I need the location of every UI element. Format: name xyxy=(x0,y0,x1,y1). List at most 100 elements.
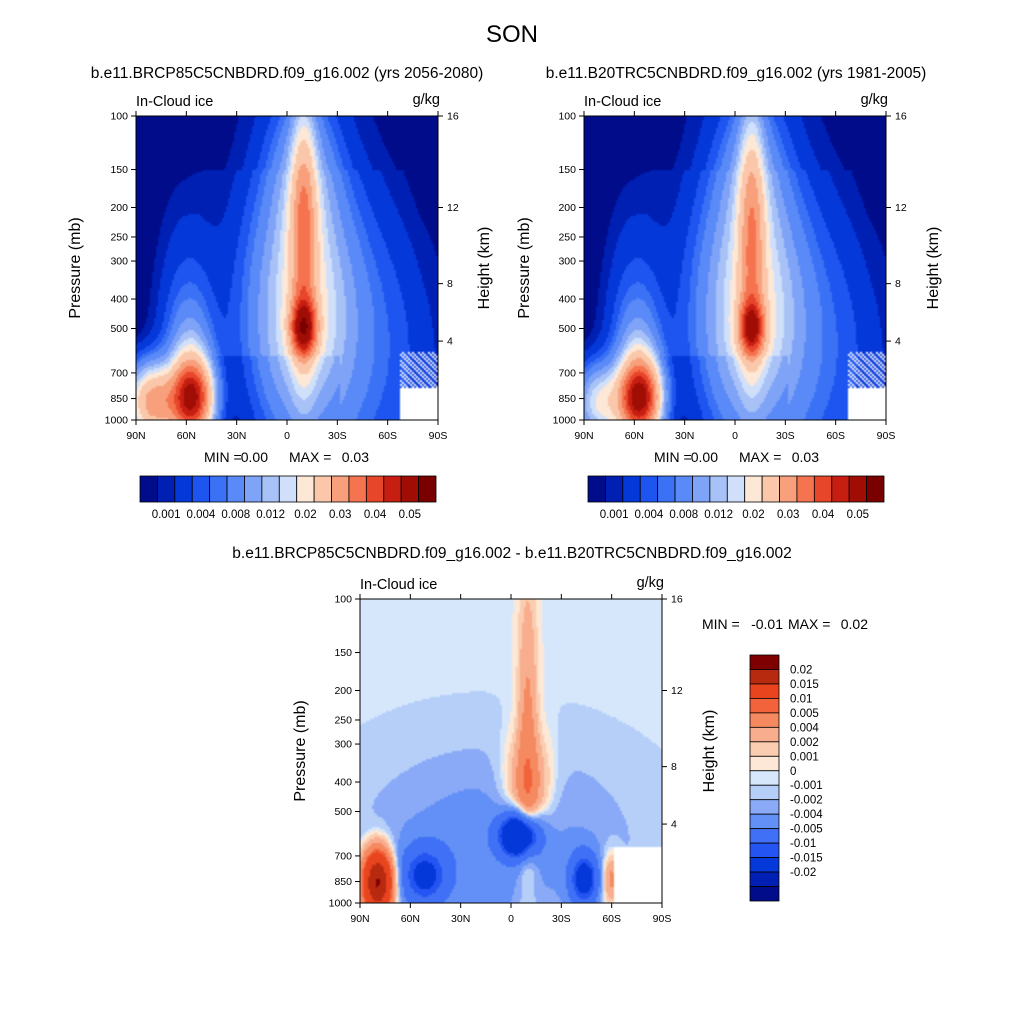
right-tick-label: 12 xyxy=(895,202,907,214)
colorbar-swatch xyxy=(313,475,332,503)
panel-title: b.e11.BRCP85C5CNBDRD.f09_g16.002 (yrs 20… xyxy=(91,65,484,82)
colorbar-label: 0.004 xyxy=(187,509,216,521)
colorbar-label: 0.012 xyxy=(256,509,285,521)
colorbar-label: 0.02 xyxy=(742,509,764,521)
colorbar-swatch xyxy=(226,475,245,503)
colorbar-label: 0.03 xyxy=(777,509,799,521)
colorbar-swatch xyxy=(261,475,280,503)
right-tick-label: 8 xyxy=(671,761,677,773)
colorbar-label: 0.001 xyxy=(600,509,629,521)
colorbar-label: 0.004 xyxy=(790,722,819,734)
colorbar-swatch xyxy=(296,475,315,503)
x-tick-label: 60S xyxy=(602,913,621,925)
colorbar-swatch xyxy=(796,475,815,503)
y-tick-label: 150 xyxy=(558,164,576,176)
colorbar-swatch xyxy=(657,475,676,503)
colorbar-swatch xyxy=(749,712,780,728)
x-tick-label: 60S xyxy=(826,430,845,442)
colorbar-swatch xyxy=(749,770,780,786)
y-tick-label: 700 xyxy=(558,367,576,379)
y-axis-label-right: Height (km) xyxy=(476,227,493,310)
x-tick-label: 0 xyxy=(508,913,514,925)
colorbar-swatch xyxy=(587,475,606,503)
max-value: 0.02 xyxy=(841,616,868,632)
y-tick-label: 300 xyxy=(334,739,352,751)
colorbar-label: 0.004 xyxy=(635,509,664,521)
right-tick-label: 4 xyxy=(671,819,677,831)
colorbar-label: 0.008 xyxy=(669,509,698,521)
colorbar-swatch xyxy=(749,857,780,873)
right-tick-label: 16 xyxy=(671,594,683,606)
colorbar-swatch xyxy=(749,886,780,902)
colorbar-label: 0 xyxy=(790,766,796,778)
x-tick-label: 90N xyxy=(574,430,593,442)
y-tick-label: 150 xyxy=(110,164,128,176)
colorbar-label: -0.015 xyxy=(790,853,823,865)
colorbar-swatch xyxy=(749,828,780,844)
y-tick-label: 150 xyxy=(334,647,352,659)
y-tick-label: 1000 xyxy=(329,898,353,910)
max-label: MAX = xyxy=(788,616,830,632)
colorbar-swatch xyxy=(605,475,624,503)
min-label: MIN = xyxy=(204,449,242,465)
x-tick-label: 60N xyxy=(401,913,420,925)
colorbar-swatch xyxy=(749,799,780,815)
colorbar-swatch xyxy=(749,784,780,801)
panel-difference: b.e11.BRCP85C5CNBDRD.f09_g16.002 - b.e11… xyxy=(232,545,868,925)
colorbar-swatch xyxy=(709,475,728,503)
colorbar-label: 0.03 xyxy=(329,509,351,521)
y-tick-label: 400 xyxy=(334,777,352,789)
variable-label: In-Cloud ice xyxy=(360,577,437,593)
colorbar-label: 0.02 xyxy=(790,664,812,676)
colorbar-label: 0.05 xyxy=(847,509,869,521)
panel-title: b.e11.BRCP85C5CNBDRD.f09_g16.002 - b.e11… xyxy=(232,545,791,562)
contour-field xyxy=(136,116,438,420)
y-tick-label: 850 xyxy=(110,393,128,405)
colorbar-label: -0.01 xyxy=(790,838,816,850)
max-label: MAX = xyxy=(739,449,781,465)
x-tick-label: 60N xyxy=(625,430,644,442)
y-tick-label: 850 xyxy=(558,393,576,405)
colorbar-label: 0.05 xyxy=(399,509,421,521)
x-tick-label: 60N xyxy=(177,430,196,442)
right-tick-label: 16 xyxy=(895,111,907,123)
right-tick-label: 4 xyxy=(447,336,453,348)
colorbar-swatch xyxy=(400,475,419,503)
y-tick-label: 250 xyxy=(334,714,352,726)
min-value: -0.01 xyxy=(751,616,783,632)
y-tick-label: 700 xyxy=(110,367,128,379)
y-tick-label: 100 xyxy=(558,111,576,123)
variable-label: In-Cloud ice xyxy=(584,94,661,110)
min-label: MIN = xyxy=(654,449,692,465)
colorbar-label: 0.012 xyxy=(704,509,733,521)
colorbar-swatch xyxy=(139,475,158,503)
colorbar-label: 0.005 xyxy=(790,708,819,720)
colorbar-swatch xyxy=(174,475,193,503)
colorbar: 0.02 0.015 0.01 0.005 0.004 0.002 0.001 0 -0.001… xyxy=(749,654,823,902)
colorbar-label: 0.001 xyxy=(790,751,819,763)
colorbar-label: 0.01 xyxy=(790,693,812,705)
contour-field xyxy=(360,599,662,903)
colorbar-swatch xyxy=(744,475,763,503)
units-label: g/kg xyxy=(861,92,888,108)
colorbar-swatch xyxy=(749,726,780,743)
y-axis-label: Pressure (mb) xyxy=(516,217,533,318)
y-tick-label: 500 xyxy=(110,323,128,335)
colorbar-swatch xyxy=(749,669,780,685)
colorbar-swatch xyxy=(244,475,263,503)
x-tick-label: 60S xyxy=(378,430,397,442)
colorbar-swatch xyxy=(418,475,437,503)
min-value: 0.00 xyxy=(241,449,268,465)
y-tick-label: 250 xyxy=(110,231,128,243)
y-tick-label: 500 xyxy=(558,323,576,335)
colorbar-swatch xyxy=(157,475,176,503)
colorbar-swatch xyxy=(749,741,780,757)
units-label: g/kg xyxy=(413,92,440,108)
colorbar-label: -0.002 xyxy=(790,795,823,807)
colorbar-label: 0.002 xyxy=(790,737,819,749)
y-tick-label: 200 xyxy=(334,685,352,697)
colorbar-swatch xyxy=(209,475,228,503)
right-tick-label: 8 xyxy=(447,278,453,290)
colorbar-swatch xyxy=(331,475,350,503)
colorbar-swatch xyxy=(749,698,780,714)
